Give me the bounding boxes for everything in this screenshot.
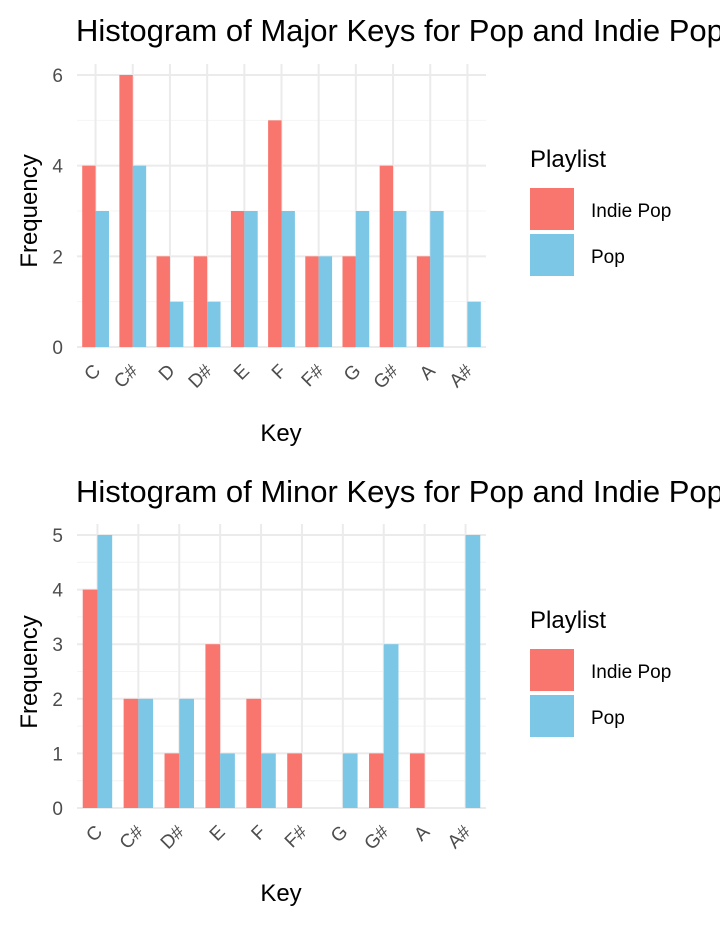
bar-indie-pop-f	[268, 120, 282, 347]
x-tick-label: F#	[281, 821, 312, 852]
bar-pop-c-sharp	[132, 165, 147, 347]
bars	[82, 75, 481, 347]
x-tick-label: E	[206, 822, 230, 846]
bar-indie-pop-d-sharp	[164, 753, 180, 808]
chart-title: Histogram of Minor Keys for Pop and Indi…	[76, 474, 720, 509]
bar-indie-pop-e	[205, 644, 221, 808]
major-keys-chart: Histogram of Major Keys for Pop and Indi…	[16, 13, 720, 447]
bar-indie-pop-a	[409, 753, 425, 808]
x-tick-label: C	[82, 822, 107, 847]
bar-indie-pop-a	[416, 256, 431, 347]
legend-label-pop: Pop	[591, 708, 625, 729]
bar-indie-pop-c-sharp	[119, 75, 133, 347]
bar-indie-pop-g-sharp	[369, 753, 384, 808]
minor-keys-chart: Histogram of Minor Keys for Pop and Indi…	[16, 474, 720, 907]
bar-pop-e	[244, 211, 258, 347]
x-tick-label: D#	[185, 360, 217, 392]
x-tick-label: D	[155, 361, 180, 386]
legend-title: Playlist	[530, 146, 606, 173]
bar-pop-f	[281, 211, 295, 347]
x-tick-label: F#	[298, 360, 329, 391]
bar-indie-pop-e	[230, 211, 245, 347]
x-tick-label: C#	[110, 360, 142, 392]
y-tick-label: 5	[52, 526, 63, 547]
x-tick-label: G#	[370, 360, 403, 393]
bar-pop-f-sharp	[318, 256, 333, 347]
bar-pop-d-sharp	[179, 698, 194, 808]
y-tick-label: 6	[52, 66, 63, 87]
y-tick-labels: 0 2 4 6	[52, 66, 63, 359]
legend: Playlist Indie Pop Pop	[530, 146, 671, 276]
bar-pop-a-sharp	[467, 301, 481, 347]
x-tick-label: E	[230, 361, 254, 385]
y-tick-label: 2	[52, 247, 63, 268]
x-tick-label: A#	[444, 821, 476, 853]
bar-indie-pop-g	[342, 256, 356, 347]
x-tick-label: F	[268, 361, 291, 384]
x-axis-title: Key	[260, 420, 301, 447]
legend: Playlist Indie Pop Pop	[530, 607, 671, 737]
x-tick-label: A	[416, 360, 440, 384]
bar-indie-pop-g-sharp	[379, 165, 394, 347]
y-tick-label: 4	[52, 581, 63, 602]
bar-pop-g	[355, 211, 370, 347]
bar-pop-c	[95, 211, 109, 347]
y-tick-label: 3	[52, 635, 63, 656]
legend-swatch-indie-pop	[530, 188, 574, 230]
bar-indie-pop-f	[246, 698, 262, 808]
bar-indie-pop-f-sharp	[305, 256, 319, 347]
x-tick-label: G	[327, 822, 352, 847]
bar-indie-pop-d	[156, 256, 170, 347]
bar-indie-pop-f-sharp	[287, 753, 302, 808]
y-tick-label: 0	[52, 338, 63, 359]
bar-pop-c	[97, 535, 113, 808]
bar-pop-a	[430, 211, 444, 347]
legend-swatch-pop	[530, 695, 574, 737]
x-tick-labels: C C# D# E F F# G G# A A#	[82, 821, 475, 854]
bar-pop-g-sharp	[393, 211, 407, 347]
bars	[82, 535, 481, 808]
y-tick-label: 0	[52, 799, 63, 820]
chart-title: Histogram of Major Keys for Pop and Indi…	[76, 13, 720, 48]
legend-label-indie-pop: Indie Pop	[591, 662, 671, 683]
bar-indie-pop-c	[82, 165, 96, 347]
x-tick-label: F	[248, 822, 271, 845]
y-axis-title: Frequency	[16, 615, 43, 728]
bar-indie-pop-c-sharp	[123, 698, 139, 808]
legend-label-pop: Pop	[591, 247, 625, 268]
x-tick-labels: C C# D D# E F F# G G# A A#	[81, 360, 478, 393]
legend-swatch-indie-pop	[530, 649, 574, 691]
x-tick-label: G#	[361, 821, 394, 854]
bar-pop-a-sharp	[465, 535, 481, 808]
y-tick-labels: 0 1 2 3 4 5	[52, 526, 63, 820]
legend-title: Playlist	[530, 607, 606, 634]
x-tick-label: G	[340, 361, 365, 386]
bar-indie-pop-d-sharp	[193, 256, 208, 347]
legend-label-indie-pop: Indie Pop	[591, 201, 671, 222]
y-tick-label: 2	[52, 690, 63, 711]
x-axis-title: Key	[260, 880, 301, 907]
y-axis-title: Frequency	[16, 154, 43, 267]
y-tick-label: 1	[52, 744, 63, 765]
x-tick-label: A#	[446, 360, 478, 392]
bar-indie-pop-c	[82, 589, 98, 808]
legend-swatch-pop	[530, 234, 574, 276]
bar-pop-d	[169, 301, 184, 347]
x-tick-label: C#	[116, 821, 148, 853]
bar-pop-d-sharp	[207, 301, 221, 347]
x-tick-label: D#	[157, 821, 189, 853]
x-tick-label: A	[410, 821, 434, 845]
bar-pop-e	[220, 753, 235, 808]
bar-pop-g	[342, 753, 358, 808]
bar-pop-g-sharp	[383, 644, 399, 808]
x-tick-label: C	[81, 361, 106, 386]
bar-pop-c-sharp	[138, 698, 154, 808]
y-tick-label: 4	[52, 157, 63, 178]
bar-pop-f	[261, 753, 276, 808]
